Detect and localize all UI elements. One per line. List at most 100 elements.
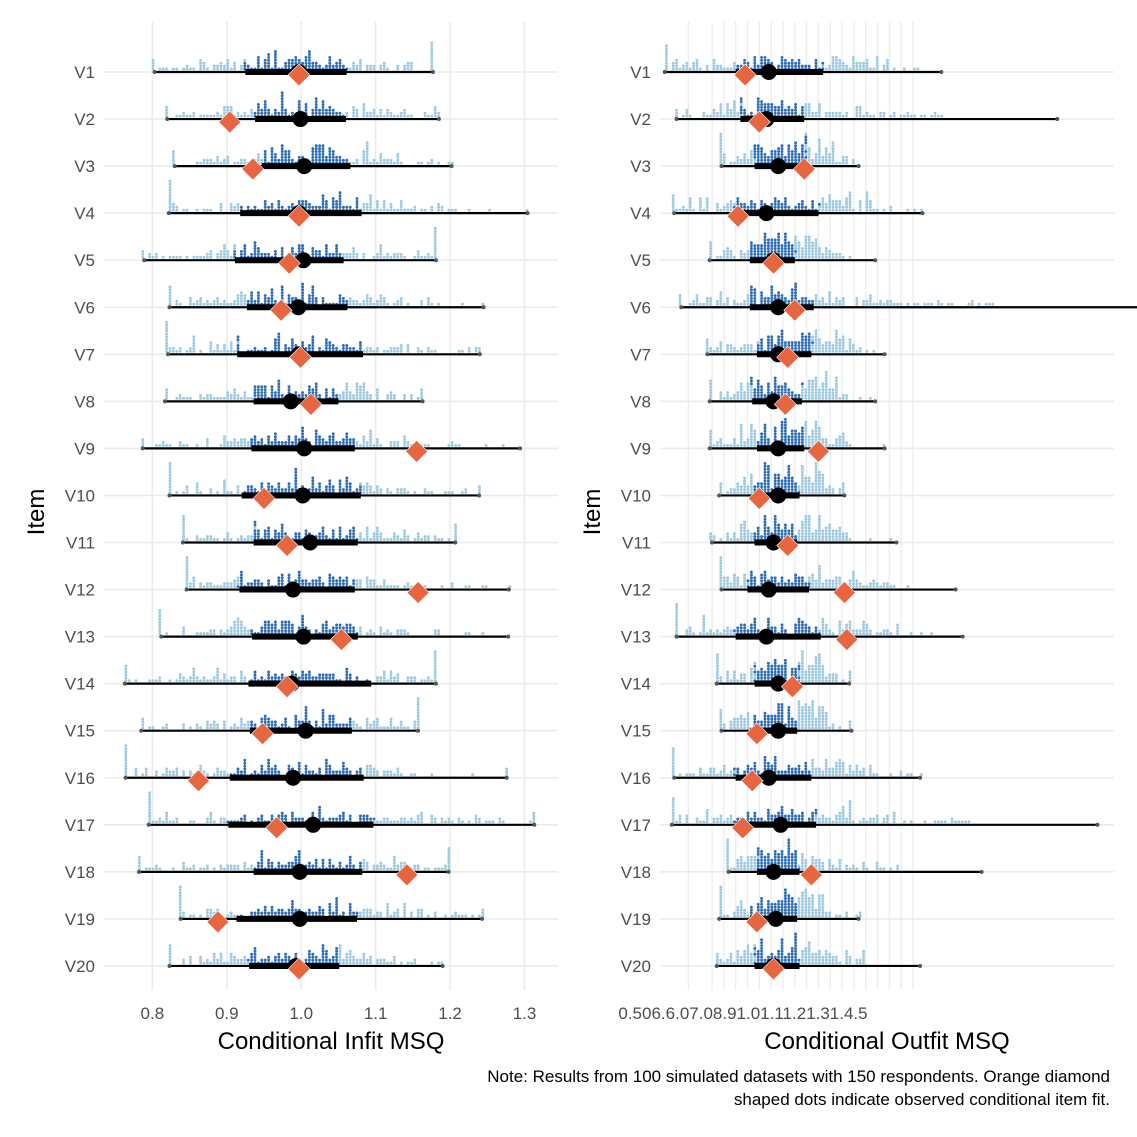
outfit-sim-dot xyxy=(800,344,804,347)
infit-sim-dot xyxy=(331,441,335,444)
infit-sim-dot xyxy=(324,485,328,489)
outfit-sim-dot xyxy=(736,200,740,203)
infit-sim-dot xyxy=(243,111,247,115)
outfit-sim-dot xyxy=(828,111,832,115)
infit-sim-dot xyxy=(301,394,305,397)
infit-sim-dot xyxy=(243,299,247,303)
outfit-sim-dot xyxy=(770,202,774,206)
infit-sim-dot xyxy=(433,667,437,671)
infit-sim-dot xyxy=(178,346,182,350)
outfit-sim-dot xyxy=(851,161,855,165)
outfit-max-point xyxy=(939,70,944,74)
outfit-sim-dot xyxy=(726,114,730,118)
infit-sim-dot xyxy=(348,902,352,906)
infit-sim-dot xyxy=(341,770,345,774)
infit-sim-dot xyxy=(335,394,339,397)
infit-sim-dot xyxy=(171,158,175,162)
infit-sim-dot xyxy=(382,773,386,777)
outfit-sim-dot xyxy=(722,114,726,118)
outfit-sim-dot xyxy=(736,158,740,162)
infit-sim-dot xyxy=(365,147,369,151)
infit-sim-dot xyxy=(314,108,318,112)
infit-sim-dot xyxy=(413,867,417,871)
infit-sim-dot xyxy=(328,720,332,724)
infit-sim-dot xyxy=(413,676,417,680)
infit-sim-dot xyxy=(195,208,199,212)
infit-sim-dot xyxy=(307,202,311,206)
infit-sim-dot xyxy=(226,914,230,918)
infit-sim-dot xyxy=(277,346,281,350)
outfit-sim-dot xyxy=(732,302,736,306)
outfit-sim-dot xyxy=(794,108,798,112)
infit-sim-dot xyxy=(440,817,444,821)
outfit-sim-dot xyxy=(787,252,791,256)
infit-sim-dot xyxy=(386,394,390,397)
outfit-sim-dot xyxy=(780,202,784,206)
infit-min-point xyxy=(123,775,128,780)
infit-distribution-dots xyxy=(168,179,529,212)
infit-sim-dot xyxy=(433,538,437,541)
infit-sim-dot xyxy=(324,488,328,491)
outfit-sim-dot xyxy=(794,244,798,248)
infit-sim-dot xyxy=(301,61,305,65)
infit-sim-dot xyxy=(362,385,366,389)
infit-sim-dot xyxy=(379,443,383,447)
infit-sim-dot xyxy=(358,814,362,818)
infit-sim-dot xyxy=(328,152,332,156)
infit-sim-dot xyxy=(297,105,301,109)
infit-sim-dot xyxy=(382,585,386,588)
infit-sim-dot xyxy=(328,105,332,109)
infit-sim-dot xyxy=(352,64,356,68)
infit-sim-dot xyxy=(331,346,335,350)
infit-sim-dot xyxy=(301,249,305,253)
infit-sim-dot xyxy=(290,864,294,868)
infit-sim-dot xyxy=(328,767,332,771)
outfit-sim-dot xyxy=(851,55,855,59)
infit-sim-dot xyxy=(324,244,328,248)
infit-sim-dot xyxy=(158,620,162,624)
infit-sim-dot xyxy=(273,958,277,962)
infit-sim-dot xyxy=(209,723,213,727)
infit-sim-dot xyxy=(219,161,223,165)
infit-max-point xyxy=(525,211,530,216)
infit-sim-dot xyxy=(413,491,417,494)
outfit-sim-dot xyxy=(719,144,723,148)
infit-sim-dot xyxy=(233,64,237,68)
infit-sim-dot xyxy=(375,679,379,683)
infit-sim-dot xyxy=(307,958,311,962)
infit-sim-dot xyxy=(280,908,284,912)
infit-sim-dot xyxy=(355,197,359,200)
infit-sim-dot xyxy=(392,538,396,541)
infit-sim-dot xyxy=(192,344,196,347)
infit-sim-dot xyxy=(246,64,250,68)
outfit-sim-dot xyxy=(766,105,770,109)
infit-sim-dot xyxy=(328,61,332,65)
infit-sim-dot xyxy=(168,288,172,292)
infit-sim-dot xyxy=(168,294,172,297)
infit-sim-dot xyxy=(178,349,182,353)
infit-sim-dot xyxy=(260,438,264,442)
infit-sim-dot xyxy=(365,114,369,118)
infit-sim-dot xyxy=(270,908,274,912)
infit-sim-dot xyxy=(386,349,390,353)
outfit-sim-dot xyxy=(875,67,879,71)
outfit-sim-dot xyxy=(787,241,791,245)
outfit-sim-dot xyxy=(848,346,852,350)
outfit-sim-dot xyxy=(858,64,862,68)
outfit-sim-dot xyxy=(678,297,682,300)
infit-sim-dot xyxy=(318,346,322,350)
infit-sim-dot xyxy=(433,653,437,656)
infit-sim-dot xyxy=(505,770,509,774)
infit-sim-dot xyxy=(396,914,400,918)
infit-sim-dot xyxy=(178,911,182,915)
infit-sim-dot xyxy=(375,726,379,730)
infit-sim-dot xyxy=(287,64,291,68)
outfit-sim-dot xyxy=(777,202,781,206)
infit-sim-dot xyxy=(372,585,376,588)
infit-sim-dot xyxy=(216,111,220,115)
infit-sim-dot xyxy=(256,861,260,865)
infit-sim-dot xyxy=(304,708,308,712)
infit-sim-dot xyxy=(290,626,294,630)
outfit-sim-dot xyxy=(841,61,845,65)
infit-sim-dot xyxy=(321,197,325,200)
